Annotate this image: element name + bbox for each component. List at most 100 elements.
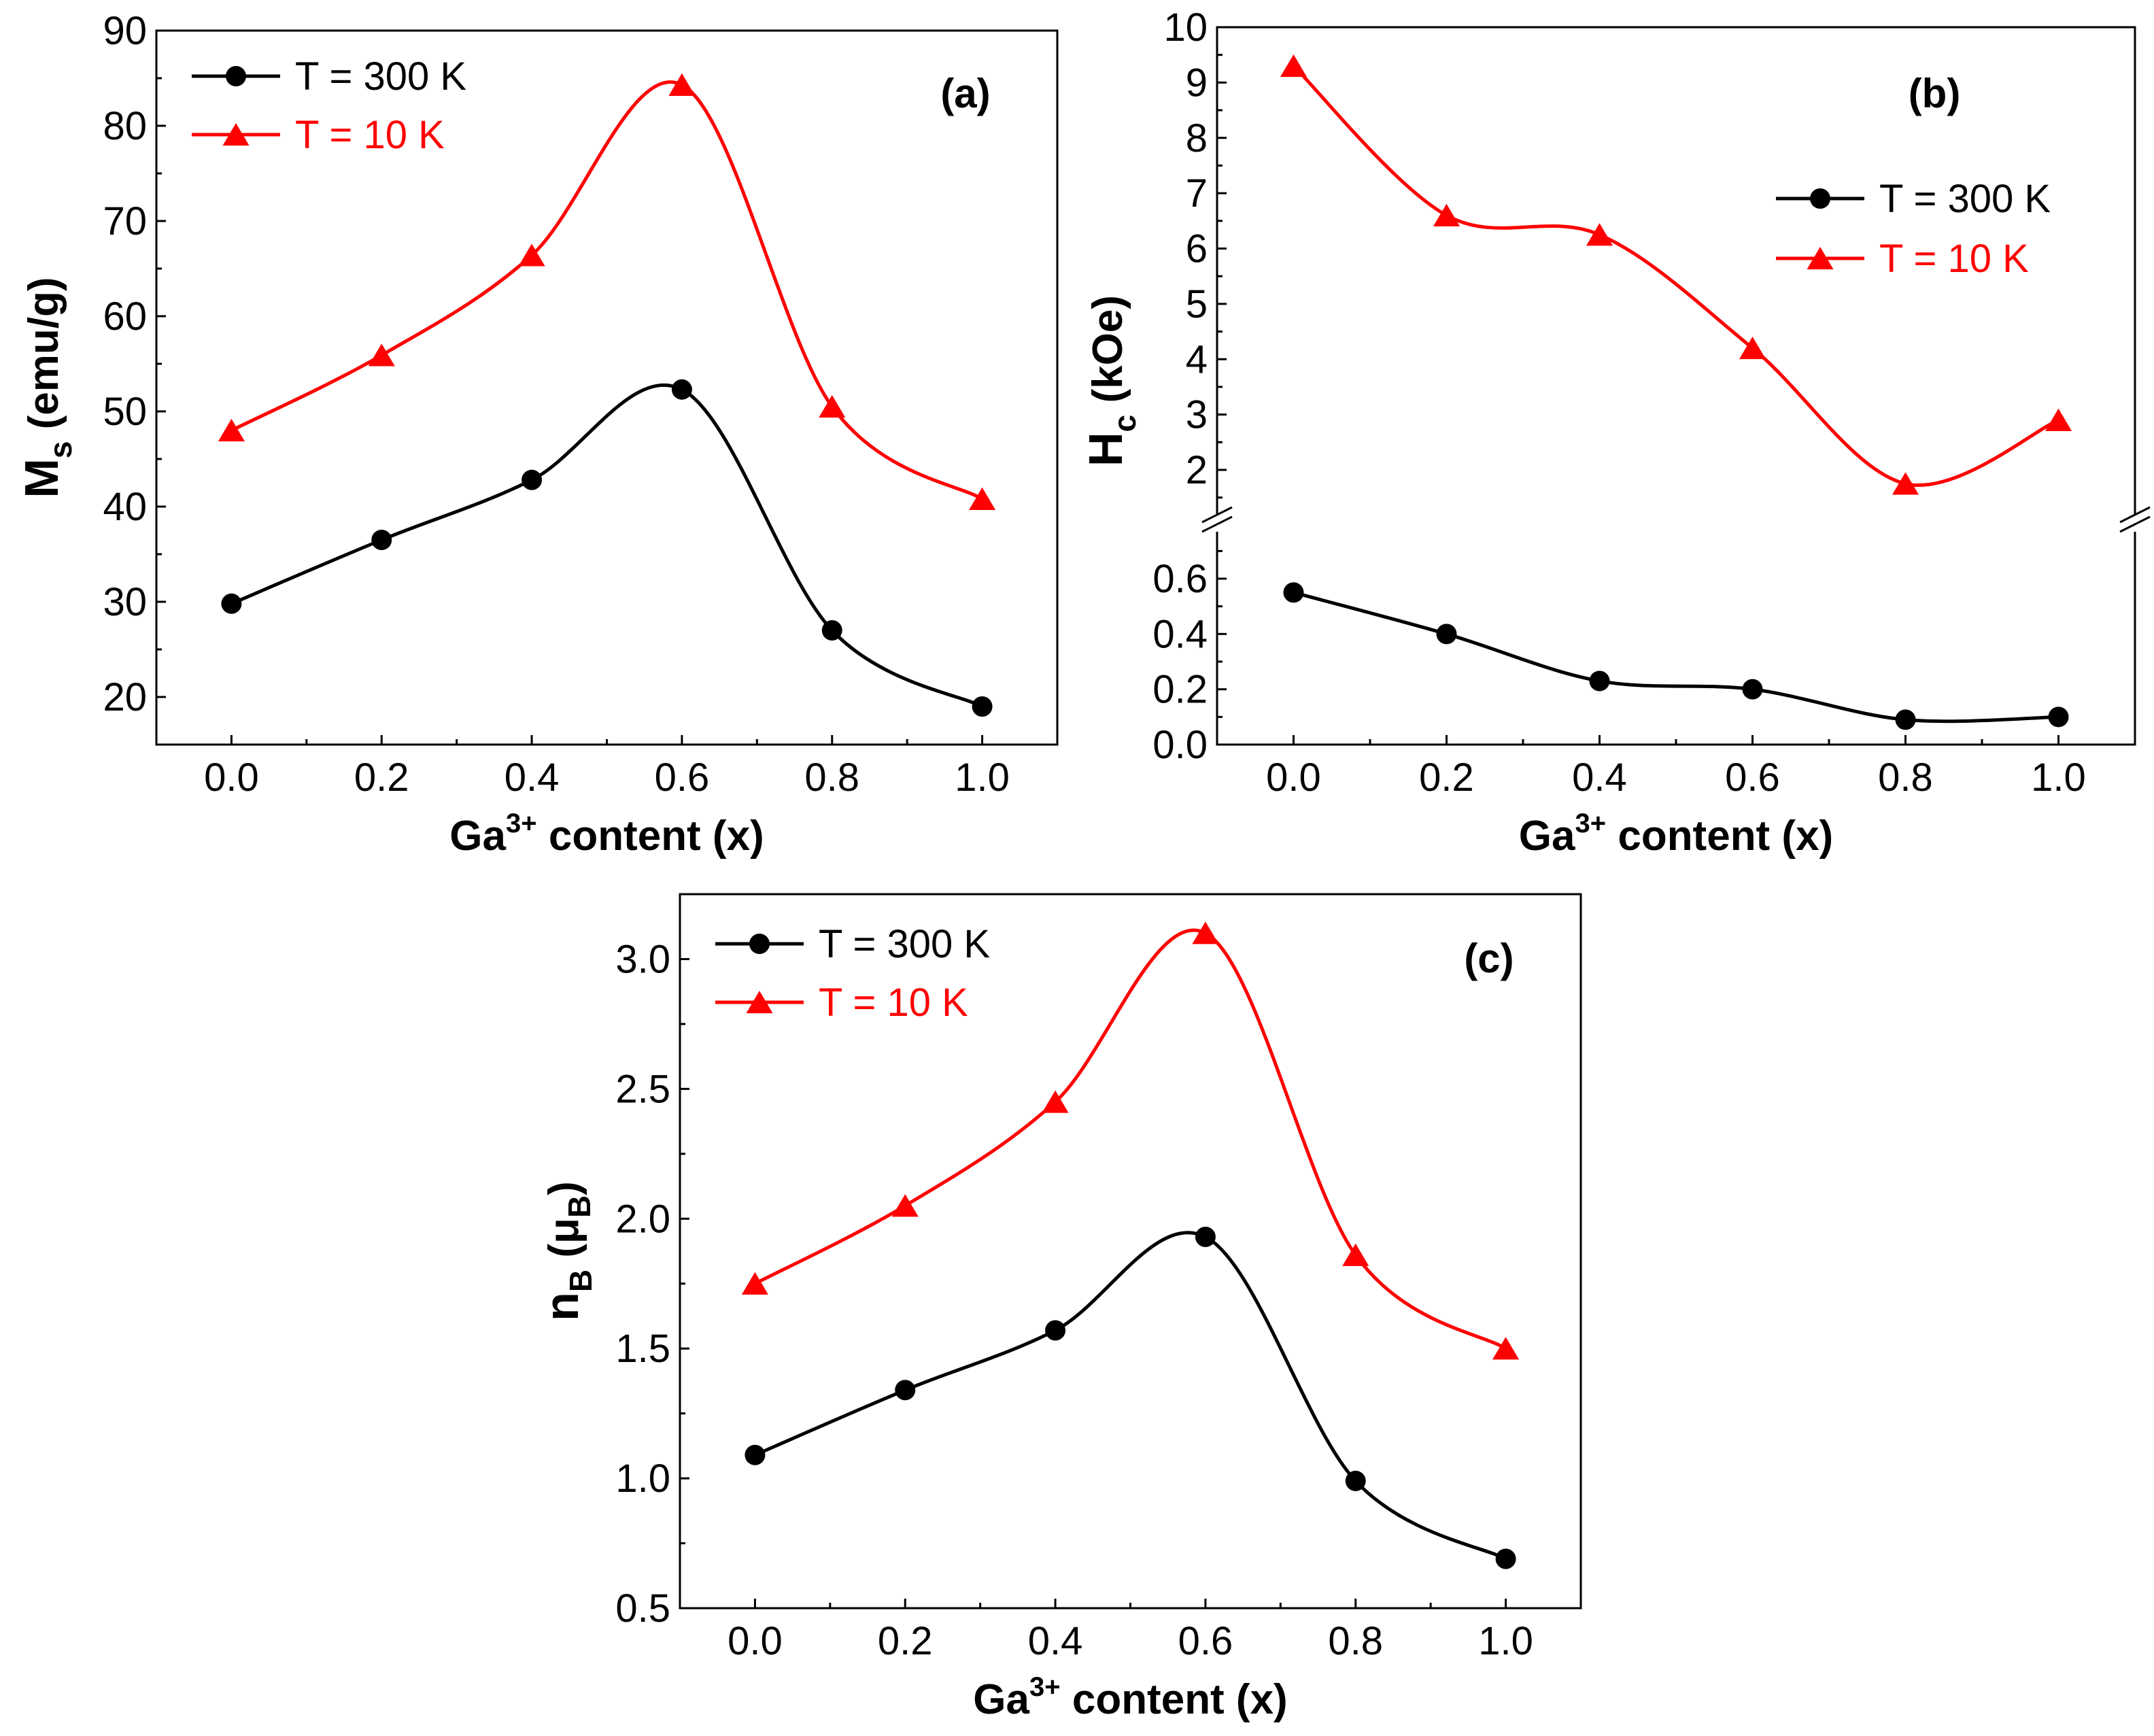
x-tick-label: 0.6 bbox=[655, 755, 710, 800]
data-point-series-1 bbox=[1892, 472, 1919, 495]
data-point-series-0 bbox=[1195, 1227, 1216, 1247]
y-tick-label: 2 bbox=[1186, 448, 1208, 492]
axis-break-mark bbox=[2119, 515, 2151, 533]
axis-break-mark bbox=[1201, 515, 1233, 533]
x-axis-title-rest: content (x) bbox=[1606, 813, 1833, 860]
y-tick-label: 3 bbox=[1186, 393, 1208, 437]
panel-label: (b) bbox=[1909, 71, 1961, 116]
y-axis-title-sub: s bbox=[43, 441, 78, 459]
data-point-series-0 bbox=[1895, 709, 1916, 730]
y-tick-label: 40 bbox=[103, 485, 147, 529]
y-tick-label: 4 bbox=[1186, 337, 1208, 381]
x-axis-title: Ga3+ content (x) bbox=[449, 809, 764, 860]
data-point-series-0 bbox=[1283, 582, 1304, 603]
y-axis-title-unit: (μ bbox=[541, 1218, 587, 1270]
x-tick-label: 0.4 bbox=[1572, 755, 1627, 800]
data-point-series-1 bbox=[1042, 1090, 1069, 1113]
data-point-series-1 bbox=[891, 1194, 919, 1217]
legend-marker bbox=[222, 123, 250, 146]
x-axis-title: Ga3+ content (x) bbox=[1519, 809, 1833, 860]
y-axis-title-main: M bbox=[15, 458, 68, 498]
x-axis-title-base: Ga bbox=[973, 1676, 1029, 1723]
x-axis-title-sup: 3+ bbox=[1575, 809, 1607, 838]
legend-label: T = 10 K bbox=[1879, 237, 2029, 281]
data-point-series-0 bbox=[895, 1380, 916, 1401]
data-point-series-0 bbox=[522, 469, 543, 490]
axis-break-gap-left bbox=[1213, 514, 1221, 532]
legend-label: T = 300 K bbox=[819, 922, 990, 966]
x-tick-label: 0.2 bbox=[878, 1619, 933, 1663]
x-axis-title-base: Ga bbox=[449, 813, 506, 860]
y-axis-title-main: H bbox=[1079, 432, 1132, 466]
data-point-series-0 bbox=[1436, 624, 1457, 645]
axis-break-mark bbox=[2119, 506, 2151, 524]
data-point-series-1 bbox=[518, 243, 545, 267]
y-tick-label: 6 bbox=[1186, 227, 1208, 271]
y-axis-title-sub: c bbox=[1107, 415, 1142, 432]
data-point-series-0 bbox=[671, 379, 692, 400]
y-tick-label: 0.6 bbox=[1152, 557, 1208, 601]
y-tick-label: 0.4 bbox=[1152, 612, 1208, 656]
y-tick-label: 2.5 bbox=[615, 1067, 670, 1111]
data-point-series-0 bbox=[371, 530, 392, 550]
data-point-series-0 bbox=[745, 1444, 766, 1465]
y-tick-label: 0.2 bbox=[1152, 668, 1208, 712]
x-axis-title-rest: content (x) bbox=[1061, 1676, 1288, 1723]
y-tick-label: 50 bbox=[103, 390, 147, 434]
y-tick-label: 3.0 bbox=[615, 937, 670, 981]
legend-marker bbox=[226, 66, 246, 86]
y-tick-label: 20 bbox=[103, 675, 147, 719]
data-point-series-0 bbox=[1345, 1470, 1366, 1491]
y-tick-label: 80 bbox=[103, 104, 147, 148]
x-axis-title-rest: content (x) bbox=[537, 813, 764, 860]
y-axis-title: Ms (emu/g) bbox=[15, 277, 78, 498]
x-tick-label: 0.6 bbox=[1178, 1619, 1233, 1663]
x-tick-label: 0.0 bbox=[204, 755, 259, 800]
legend-label: T = 10 K bbox=[819, 981, 968, 1025]
data-point-series-0 bbox=[821, 620, 842, 641]
x-axis-title-base: Ga bbox=[1519, 813, 1575, 860]
x-tick-label: 1.0 bbox=[1478, 1619, 1533, 1663]
data-point-series-1 bbox=[668, 73, 696, 96]
data-point-series-1 bbox=[1433, 203, 1460, 226]
axis-break-mark bbox=[1201, 506, 1233, 524]
data-point-series-1 bbox=[1192, 921, 1219, 944]
data-point-series-0 bbox=[972, 696, 993, 717]
panel-c-chart: 0.0 0.2 0.4 0.6 0.8 1.0 Ga3+ content (x) 0.5 1.0… bbox=[535, 893, 1582, 1723]
data-point-series-0 bbox=[1045, 1320, 1066, 1341]
legend-marker bbox=[749, 934, 770, 954]
y-axis-title-unit: (emu/g) bbox=[20, 277, 67, 441]
data-point-series-1 bbox=[819, 395, 846, 418]
legend-marker bbox=[1810, 188, 1830, 209]
x-tick-label: 0.4 bbox=[1028, 1619, 1083, 1663]
data-point-series-1 bbox=[1492, 1337, 1520, 1360]
series-line-0 bbox=[1293, 590, 2059, 724]
legend-marker bbox=[746, 991, 773, 1014]
y-axis-title-unit-close: ) bbox=[541, 1181, 587, 1195]
y-tick-label: 8 bbox=[1186, 116, 1208, 160]
y-tick-label: 5 bbox=[1186, 282, 1208, 326]
y-tick-label: 0.0 bbox=[1152, 723, 1208, 767]
y-axis-title: Hc (kOe) bbox=[1079, 295, 1142, 466]
y-axis-title-sub: B bbox=[563, 1270, 598, 1292]
data-point-series-1 bbox=[1586, 223, 1613, 246]
series-line-1 bbox=[1292, 65, 2059, 487]
data-point-series-0 bbox=[221, 593, 242, 614]
series-line-0 bbox=[230, 383, 983, 709]
x-tick-label: 0.2 bbox=[354, 755, 409, 800]
axis-break-gap-right bbox=[2131, 514, 2139, 532]
data-point-series-1 bbox=[1739, 337, 1766, 360]
y-axis-title-unit-sub: B bbox=[562, 1195, 597, 1218]
data-point-series-0 bbox=[1495, 1548, 1516, 1569]
y-tick-label: 7 bbox=[1186, 171, 1208, 216]
y-tick-label: 2.0 bbox=[615, 1197, 670, 1241]
y-tick-label: 1.5 bbox=[615, 1327, 670, 1371]
x-tick-label: 0.8 bbox=[1878, 755, 1933, 800]
y-tick-label: 0.5 bbox=[615, 1586, 670, 1631]
data-point-series-0 bbox=[2048, 707, 2069, 728]
data-point-series-1 bbox=[368, 343, 395, 367]
plot-frame bbox=[679, 893, 1582, 1610]
y-axis-title-unit: (kOe) bbox=[1084, 295, 1131, 415]
x-tick-label: 0.0 bbox=[728, 1619, 783, 1663]
